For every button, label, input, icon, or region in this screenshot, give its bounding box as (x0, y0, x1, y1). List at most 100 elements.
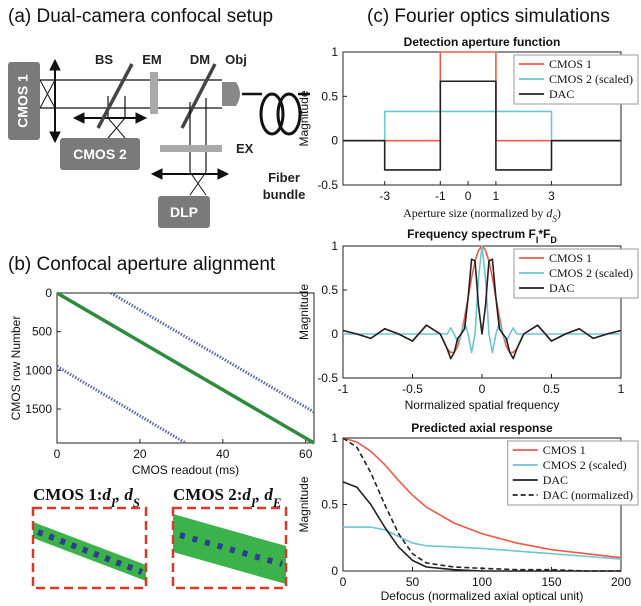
chart-title: Detection aperture function (404, 35, 561, 49)
x-axis-label-part: Aperture size (normalized by (403, 206, 546, 220)
x-tick-label: 20 (133, 447, 147, 461)
y-tick-label: 0 (45, 286, 52, 300)
series-line (343, 51, 621, 142)
inset-frame (31, 506, 148, 590)
inset-label-part: , d (255, 485, 274, 504)
legend-label: DAC (549, 281, 574, 295)
series-line (343, 80, 621, 171)
y-axis-label: Magnitude (297, 476, 311, 532)
x-tick-label: 0.5 (543, 382, 560, 396)
series-line (342, 437, 622, 559)
inset-label-part: d (242, 485, 251, 504)
x-tick-label: 0 (54, 447, 61, 461)
y-tick-label: 1 (331, 431, 338, 445)
series-line (343, 245, 621, 354)
component-label: Fiber (268, 170, 300, 185)
y-tick-label: 1 (331, 45, 338, 59)
inset-label-sub: E (272, 496, 282, 510)
component-label: CMOS 1 (15, 74, 31, 128)
x-axis-label: Normalized spatial frequency (405, 398, 560, 412)
chart: Predicted axial response 0 50 100 150 200 0 0.5… (297, 421, 639, 603)
setup-diagram (8, 58, 310, 228)
inset-image (33, 522, 146, 581)
x-tick-label: -0.5 (402, 382, 423, 396)
panel-title: (b) Confocal aperture alignment (8, 254, 276, 275)
series-line (342, 481, 621, 572)
x-tick-label: 60 (299, 447, 313, 461)
x-tick-label: 1 (618, 382, 625, 396)
x-tick-label: 200 (611, 575, 631, 589)
y-tick-label: 1000 (25, 363, 52, 377)
x-tick-label: 0 (465, 189, 472, 203)
x-tick-label: -1 (435, 189, 446, 203)
component-label: DM (190, 52, 210, 67)
series-line (342, 437, 621, 572)
chart-title-part: Frequency spectrum F (407, 227, 536, 241)
inset-label-part: d (102, 485, 111, 504)
y-tick-label: -0.5 (317, 178, 338, 192)
chart-title-part: *F (538, 227, 550, 241)
x-axis-label: Defocus (normalized axial optical unit) (381, 589, 584, 603)
chart: Frequency spectrum FI*FD-1 -0.5 0 0.5 1-0.50… (297, 227, 639, 412)
series-line (56, 291, 315, 445)
component-label: BS (95, 52, 113, 67)
legend-label: CMOS 1 (549, 57, 592, 71)
legend-label: DAC (543, 473, 568, 487)
y-axis-label: CMOS row Number (9, 316, 23, 421)
component-label: DLP (170, 204, 198, 220)
component-label: bundle (263, 187, 306, 202)
y-tick-label: 0 (331, 134, 338, 148)
x-tick-label: 1 (493, 189, 500, 203)
series-line (56, 365, 187, 445)
panel-title: (c) Fourier optics simulations (367, 6, 610, 27)
x-tick-label: 3 (548, 189, 555, 203)
x-axis-label-part: ) (557, 206, 561, 220)
y-axis-label: Magnitude (297, 284, 311, 340)
inset-frame (171, 506, 288, 590)
chart-title: Frequency spectrum FI*FD (407, 227, 557, 245)
x-tick-label: 100 (472, 575, 492, 589)
legend-label: CMOS 1 (549, 251, 592, 265)
y-tick-label: 0 (331, 564, 338, 578)
component-label: EX (236, 141, 254, 156)
chart-title: Predicted axial response (411, 421, 553, 435)
y-tick-label: 1500 (25, 402, 52, 416)
y-tick-label: 0 (331, 327, 338, 341)
x-axis-label-part: d (546, 206, 553, 220)
y-axis-label: Magnitude (297, 90, 311, 146)
series-line (343, 526, 622, 560)
series-line (342, 258, 622, 360)
x-tick-label: 150 (541, 575, 561, 589)
chart-title-sub: D (550, 235, 557, 245)
inset-label-part: CMOS 1: (33, 485, 102, 504)
component-label: CMOS 2 (73, 146, 127, 162)
chart: 0 20 40 60 0 500 1000 1500 CMOS readout (ms) CMOS… (9, 286, 315, 477)
panel-title: (a) Dual-camera confocal setup (8, 6, 273, 27)
x-tick-label: 0 (340, 575, 347, 589)
inset-image (173, 514, 286, 584)
inset-label: CMOS 1:dI, dS (33, 485, 140, 510)
legend-label: CMOS 2 (scaled) (549, 72, 633, 86)
legend-label: CMOS 2 (scaled) (549, 266, 633, 280)
series-line (110, 291, 315, 414)
x-tick-label: 50 (406, 575, 420, 589)
x-axis-label-sub: S (552, 214, 557, 224)
y-tick-label: 0.5 (321, 498, 338, 512)
x-axis-label: Aperture size (normalized by dS) (403, 206, 561, 224)
inset-label: CMOS 2:dI, dE (173, 485, 281, 510)
x-tick-label: 40 (216, 447, 230, 461)
y-tick-label: 500 (32, 325, 52, 339)
legend-label: DAC (normalized) (543, 488, 633, 502)
x-axis-label: CMOS readout (ms) (132, 463, 239, 477)
legend-label: DAC (549, 87, 574, 101)
legend-label: CMOS 2 (scaled) (543, 458, 627, 472)
y-tick-label: 1 (331, 239, 338, 253)
inset-label-part: , d (115, 485, 134, 504)
inset-label-sub: I (250, 496, 257, 510)
y-tick-label: -0.5 (317, 371, 338, 385)
chart-title-sub: I (536, 235, 539, 245)
